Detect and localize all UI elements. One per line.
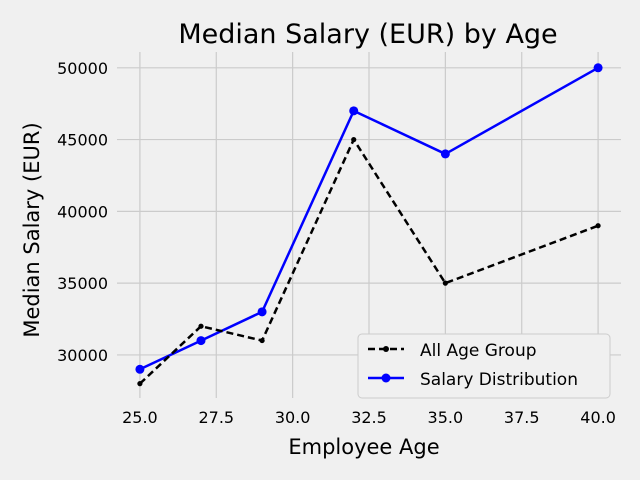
data-point-salary-distribution (196, 336, 206, 346)
x-tick-label: 32.5 (351, 408, 387, 427)
series-layer (135, 63, 603, 387)
data-point-salary-distribution (349, 106, 359, 116)
y-tick-label: 45000 (57, 131, 108, 150)
chart-title: Median Salary (EUR) by Age (178, 19, 557, 50)
data-point-salary-distribution (593, 63, 603, 73)
x-tick-label: 37.5 (504, 408, 540, 427)
x-tick-label: 27.5 (198, 408, 234, 427)
y-tick-label: 35000 (57, 274, 108, 293)
legend: All Age Group Salary Distribution (357, 333, 611, 399)
data-point-all-age-group (351, 136, 357, 143)
x-tick-label: 30.0 (275, 408, 311, 427)
x-tick-label: 25.0 (122, 408, 158, 427)
y-tick-label: 30000 (57, 346, 108, 365)
x-tick-label: 35.0 (428, 408, 464, 427)
data-point-salary-distribution (135, 364, 145, 374)
series-line-all-age-group (139, 138, 599, 385)
data-point-all-age-group (259, 337, 265, 344)
x-tick-label: 40.0 (580, 408, 616, 427)
data-point-all-age-group (137, 381, 143, 387)
legend-box (357, 333, 611, 399)
data-point-all-age-group (442, 280, 448, 286)
data-point-salary-distribution (440, 149, 450, 159)
legend-marker-all-age-group (383, 346, 389, 352)
y-tick-label: 40000 (57, 202, 108, 221)
y-tick-label: 50000 (57, 59, 108, 78)
data-point-all-age-group (198, 323, 204, 329)
tick-labels: 25.0 27.5 30.0 32.5 35.0 37.5 40.0 30000 35000 40… (57, 59, 616, 427)
legend-label-all-age-group: All Age Group (420, 341, 537, 361)
data-point-all-age-group (595, 223, 601, 229)
series-line-salary-distribution (139, 66, 599, 371)
x-axis-label: Employee Age (288, 435, 439, 459)
data-point-salary-distribution (257, 307, 267, 317)
legend-label-salary-distribution: Salary Distribution (420, 370, 578, 390)
y-axis-label: Median Salary (EUR) (20, 122, 44, 337)
legend-marker-salary-distribution (381, 373, 391, 383)
